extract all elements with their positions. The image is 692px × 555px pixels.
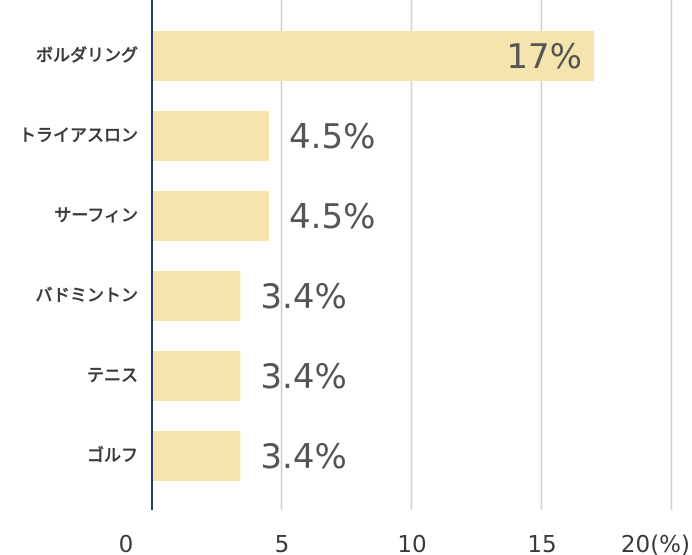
bar bbox=[152, 271, 241, 321]
bar bbox=[152, 191, 269, 241]
x-tick-label: 5 bbox=[275, 532, 290, 555]
value-label: 17% bbox=[506, 37, 582, 77]
category-label: トライアスロン bbox=[19, 126, 138, 146]
category-label: テニス bbox=[87, 366, 138, 386]
x-tick-label: 15 bbox=[527, 532, 556, 555]
x-tick-label: 0 bbox=[119, 532, 134, 555]
x-tick-label: 20(%) bbox=[621, 532, 690, 555]
category-label: バドミントン bbox=[35, 286, 138, 306]
bar bbox=[152, 111, 269, 161]
value-label: 3.4% bbox=[260, 437, 346, 477]
category-label: サーフィン bbox=[54, 206, 138, 226]
value-label: 4.5% bbox=[289, 197, 375, 237]
bar bbox=[152, 431, 241, 481]
value-label: 3.4% bbox=[260, 277, 346, 317]
category-label: ゴルフ bbox=[87, 445, 138, 466]
bar bbox=[152, 351, 241, 401]
bar bbox=[152, 31, 594, 81]
x-tick-label: 10 bbox=[397, 532, 426, 555]
value-label: 4.5% bbox=[289, 117, 375, 157]
value-label: 3.4% bbox=[260, 357, 346, 397]
category-label: ボルダリング bbox=[36, 45, 138, 66]
